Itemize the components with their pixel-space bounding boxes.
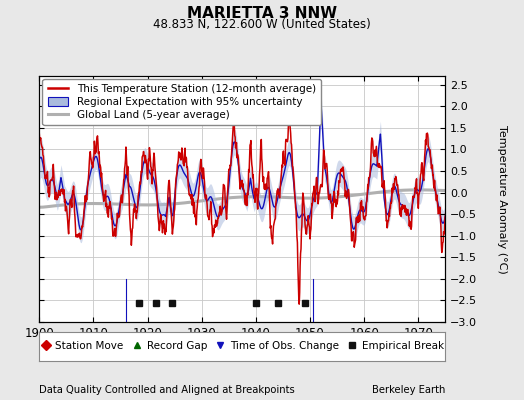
Text: MARIETTA 3 NNW: MARIETTA 3 NNW [187, 6, 337, 21]
Y-axis label: Temperature Anomaly (°C): Temperature Anomaly (°C) [497, 125, 507, 273]
Legend: Station Move, Record Gap, Time of Obs. Change, Empirical Break: Station Move, Record Gap, Time of Obs. C… [38, 338, 447, 354]
Text: Data Quality Controlled and Aligned at Breakpoints: Data Quality Controlled and Aligned at B… [39, 385, 295, 395]
Text: 48.833 N, 122.600 W (United States): 48.833 N, 122.600 W (United States) [153, 18, 371, 31]
Legend: This Temperature Station (12-month average), Regional Expectation with 95% uncer: This Temperature Station (12-month avera… [42, 79, 321, 125]
Text: Berkeley Earth: Berkeley Earth [372, 385, 445, 395]
